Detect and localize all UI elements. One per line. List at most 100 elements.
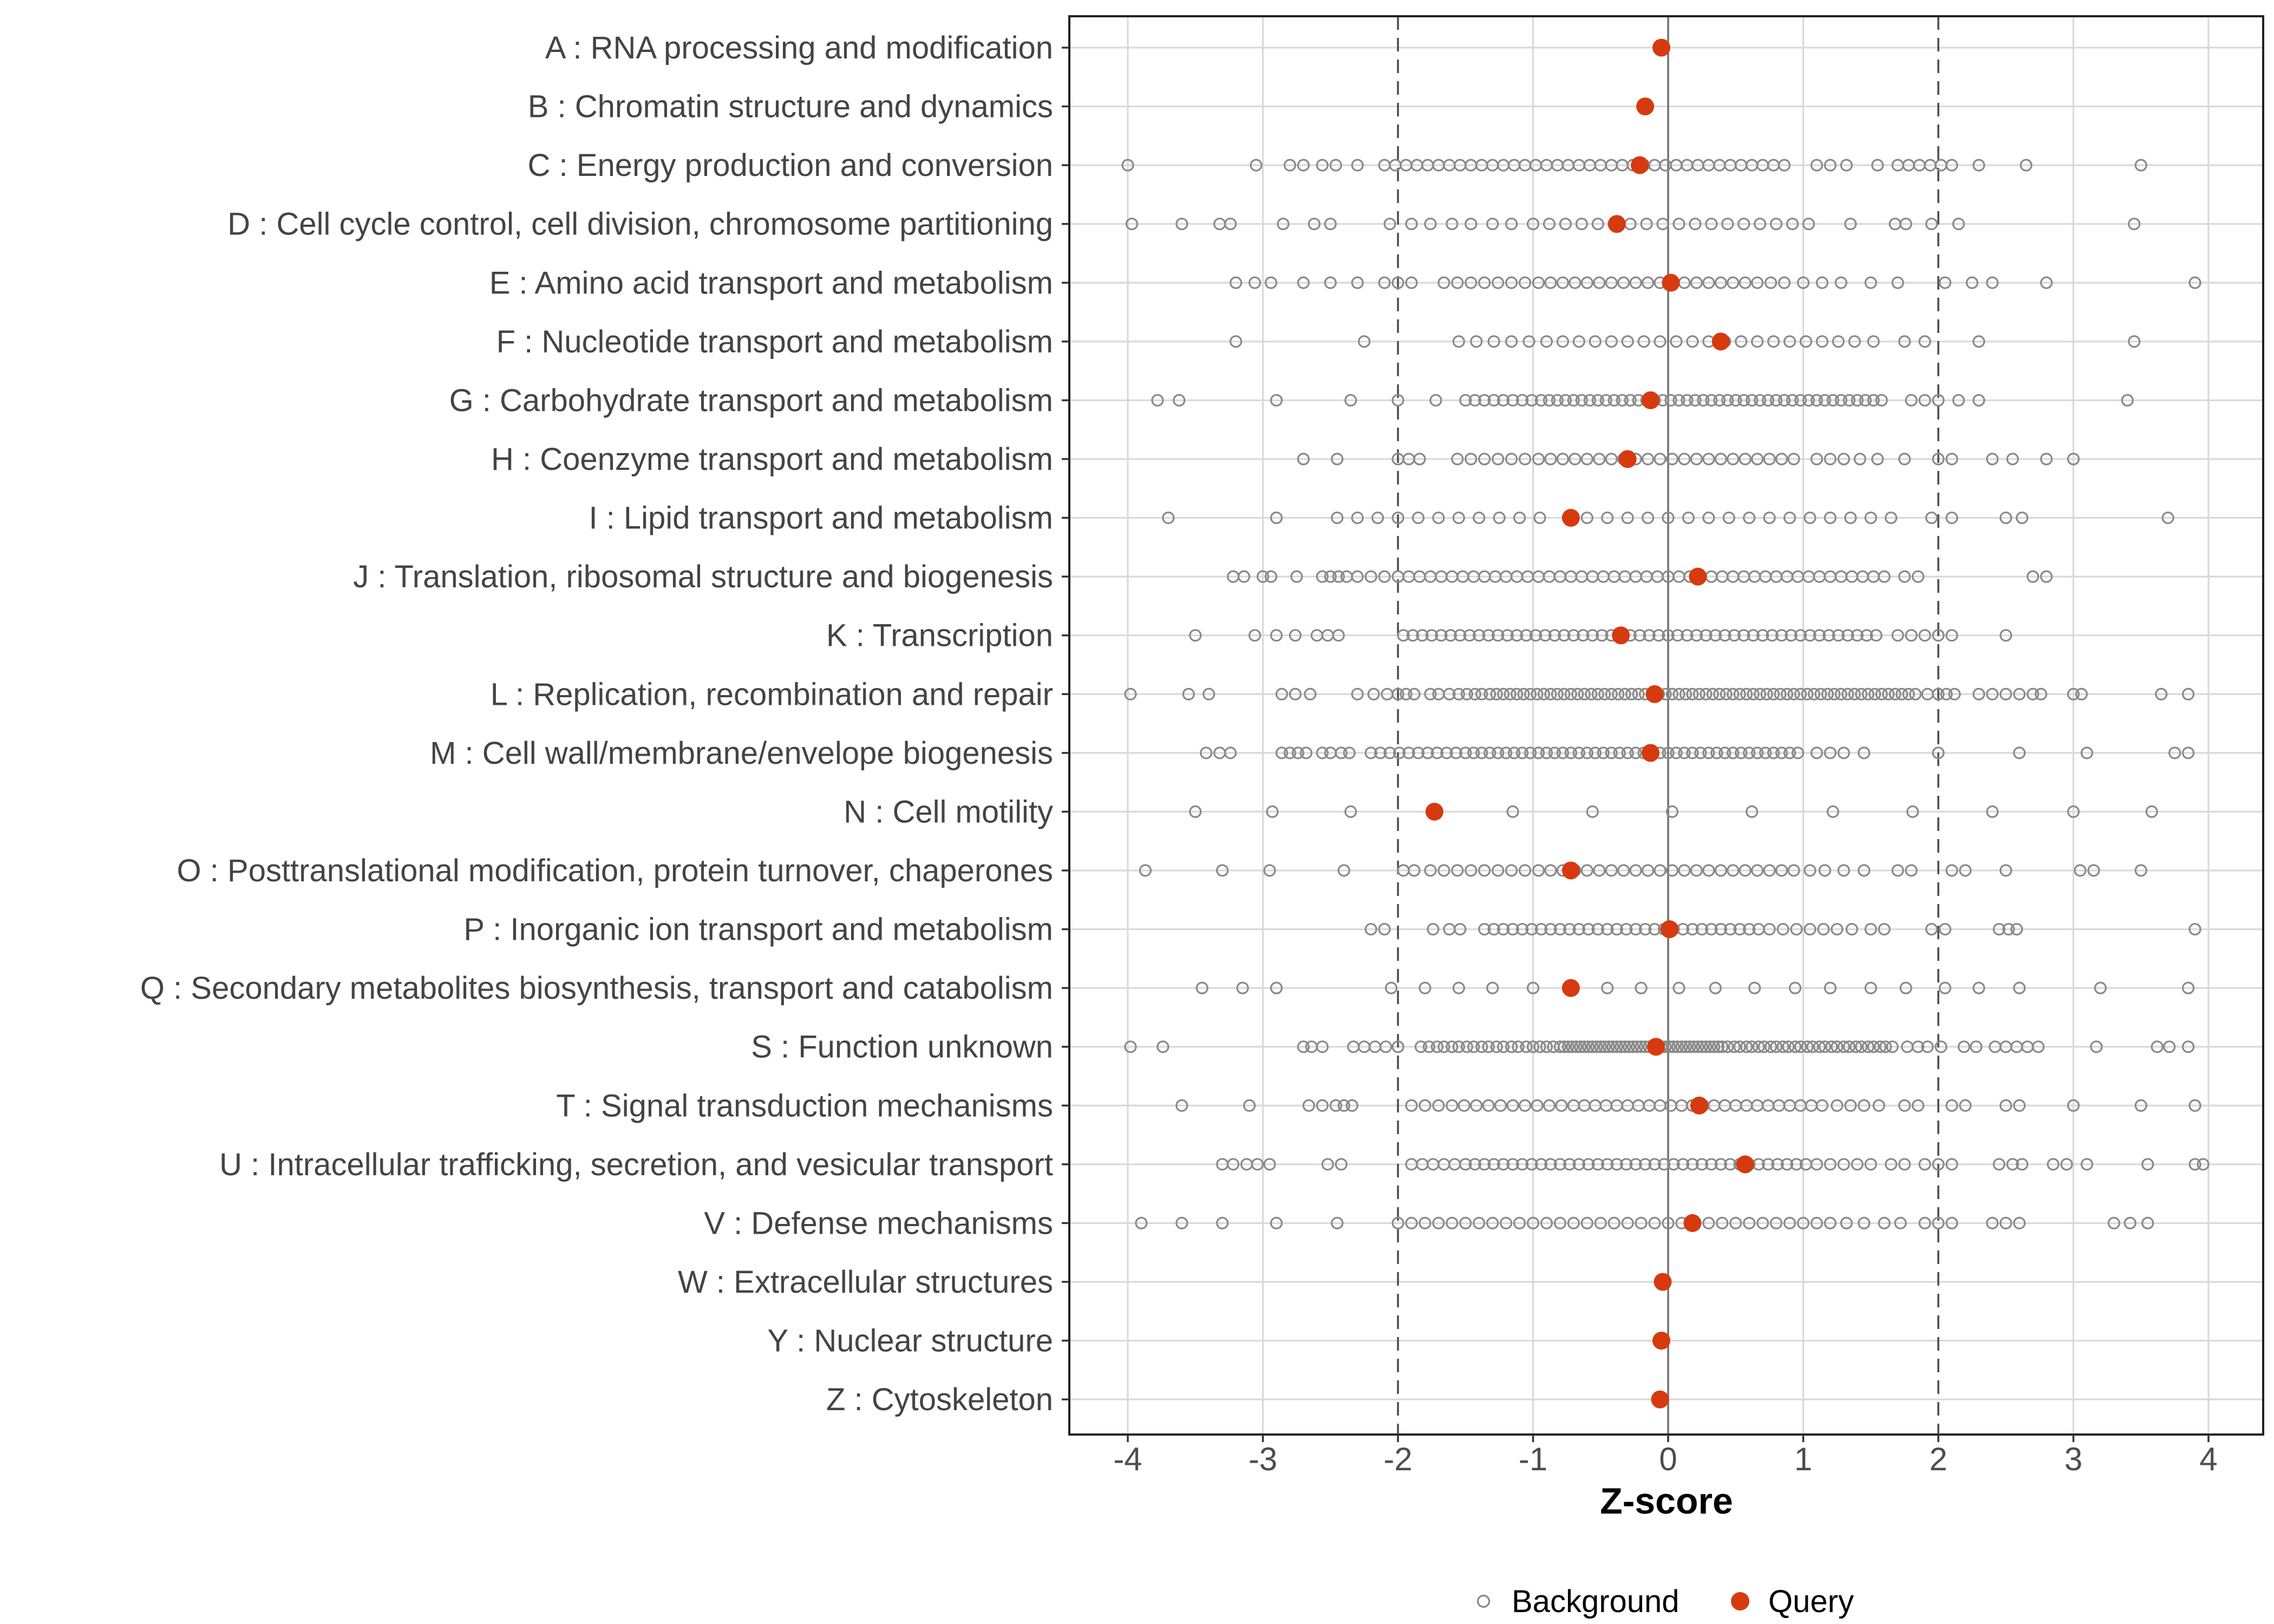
background-point bbox=[1828, 687, 1841, 700]
background-point bbox=[1894, 1216, 1907, 1229]
background-point bbox=[1484, 746, 1497, 759]
background-point bbox=[1986, 687, 1999, 700]
background-point bbox=[1601, 511, 1614, 525]
legend: Background Query bbox=[1476, 1584, 1854, 1619]
background-point bbox=[1151, 394, 1164, 407]
background-point bbox=[1378, 276, 1391, 289]
background-point bbox=[1580, 746, 1593, 759]
background-point bbox=[1497, 687, 1510, 700]
background-point bbox=[1690, 276, 1703, 289]
background-point bbox=[1500, 1216, 1513, 1229]
background-point bbox=[1756, 1216, 1769, 1229]
background-point bbox=[1788, 1040, 1802, 1053]
background-point bbox=[2121, 394, 2134, 407]
background-point bbox=[1845, 922, 1858, 936]
background-point bbox=[1925, 218, 1938, 231]
background-point bbox=[1505, 276, 1518, 289]
background-point bbox=[1522, 335, 1535, 348]
background-point bbox=[1718, 746, 1731, 759]
background-point bbox=[1848, 687, 1861, 700]
background-point bbox=[1289, 687, 1302, 700]
background-point bbox=[1454, 922, 1467, 936]
background-point bbox=[1945, 453, 1958, 466]
background-point bbox=[1638, 922, 1652, 936]
axes-layer: A : RNA processing and modification B : C… bbox=[140, 15, 2264, 1477]
background-point bbox=[1824, 981, 1837, 994]
background-point bbox=[1702, 1216, 1715, 1229]
background-point bbox=[1518, 864, 1532, 877]
background-point bbox=[1224, 746, 1237, 759]
background-point bbox=[1898, 335, 1911, 348]
background-point bbox=[1408, 864, 1421, 877]
background-point bbox=[1810, 453, 1824, 466]
category-label: Q : Secondary metabolites biosynthesis, … bbox=[140, 971, 1053, 1006]
background-point bbox=[1762, 1158, 1775, 1171]
background-point bbox=[1406, 629, 1420, 642]
background-point bbox=[1602, 1040, 1615, 1053]
query-point bbox=[1689, 567, 1707, 586]
background-point bbox=[1227, 1158, 1240, 1171]
x-tick-label: -4 bbox=[1113, 1441, 1142, 1477]
category-label: E : Amino acid transport and metabolism bbox=[489, 265, 1053, 300]
background-point bbox=[1621, 511, 1634, 525]
background-point bbox=[1676, 1158, 1690, 1171]
background-point bbox=[2090, 1040, 2103, 1053]
background-point bbox=[1364, 922, 1377, 936]
background-point bbox=[1906, 805, 1919, 818]
background-point bbox=[1263, 1158, 1276, 1171]
background-point bbox=[1505, 335, 1518, 348]
legend-query-label: Query bbox=[1768, 1584, 1854, 1619]
background-point bbox=[1135, 1216, 1148, 1229]
background-point bbox=[1515, 1158, 1529, 1171]
background-point bbox=[1451, 864, 1464, 877]
background-point bbox=[1898, 1158, 1911, 1171]
background-point bbox=[1864, 276, 1877, 289]
background-point bbox=[1867, 335, 1880, 348]
background-point bbox=[1405, 276, 1418, 289]
background-point bbox=[1419, 981, 1432, 994]
background-point bbox=[1932, 1216, 1945, 1229]
background-point bbox=[1678, 864, 1691, 877]
background-point bbox=[1251, 1158, 1264, 1171]
background-point bbox=[1460, 1040, 1473, 1053]
background-point bbox=[1810, 394, 1824, 407]
background-point bbox=[1580, 864, 1593, 877]
background-point bbox=[1803, 629, 1816, 642]
background-point bbox=[2067, 453, 2080, 466]
background-point bbox=[1932, 1158, 1945, 1171]
background-point bbox=[2013, 981, 2026, 994]
background-point bbox=[1525, 1158, 1538, 1171]
background-point bbox=[1566, 1040, 1579, 1053]
background-point bbox=[1324, 218, 1337, 231]
background-point bbox=[1543, 218, 1556, 231]
x-tick-label: -1 bbox=[1519, 1441, 1547, 1477]
background-point bbox=[1752, 1040, 1765, 1053]
background-point bbox=[1577, 629, 1590, 642]
background-point bbox=[1780, 687, 1794, 700]
category-label: V : Defense mechanisms bbox=[704, 1206, 1053, 1241]
background-point bbox=[1468, 687, 1481, 700]
background-point bbox=[1826, 805, 1839, 818]
background-point bbox=[1473, 629, 1486, 642]
background-point bbox=[1840, 159, 1853, 172]
query-point bbox=[1636, 97, 1655, 116]
background-point bbox=[1459, 746, 1472, 759]
background-point bbox=[1721, 218, 1734, 231]
background-point bbox=[1638, 1158, 1652, 1171]
background-point bbox=[1832, 629, 1845, 642]
background-point bbox=[1422, 1040, 1435, 1053]
background-point bbox=[1751, 746, 1764, 759]
background-point bbox=[1853, 453, 1866, 466]
background-point bbox=[1970, 1040, 1983, 1053]
background-point bbox=[1266, 805, 1279, 818]
background-point bbox=[2027, 687, 2040, 700]
background-point bbox=[1728, 1040, 1741, 1053]
background-point bbox=[1506, 922, 1519, 936]
query-point bbox=[1736, 1155, 1754, 1174]
background-point bbox=[1629, 864, 1642, 877]
background-point bbox=[1815, 335, 1829, 348]
background-point bbox=[1532, 453, 1545, 466]
background-point bbox=[1478, 276, 1491, 289]
background-point bbox=[1393, 746, 1406, 759]
background-point bbox=[1537, 687, 1551, 700]
